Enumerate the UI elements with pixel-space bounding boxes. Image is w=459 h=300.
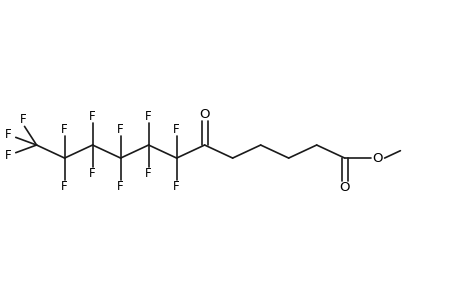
Text: F: F [117, 123, 123, 136]
Text: F: F [173, 180, 179, 194]
Text: F: F [117, 180, 123, 194]
Text: F: F [173, 123, 179, 136]
Text: F: F [89, 167, 96, 180]
Text: F: F [145, 110, 151, 123]
Text: F: F [5, 149, 11, 162]
Text: O: O [371, 152, 381, 165]
Text: F: F [89, 110, 96, 123]
Text: F: F [145, 167, 151, 180]
Text: O: O [199, 108, 209, 121]
Text: F: F [61, 180, 68, 194]
Text: F: F [20, 113, 26, 126]
Text: F: F [61, 123, 68, 136]
Text: O: O [339, 182, 349, 194]
Text: F: F [5, 128, 11, 141]
